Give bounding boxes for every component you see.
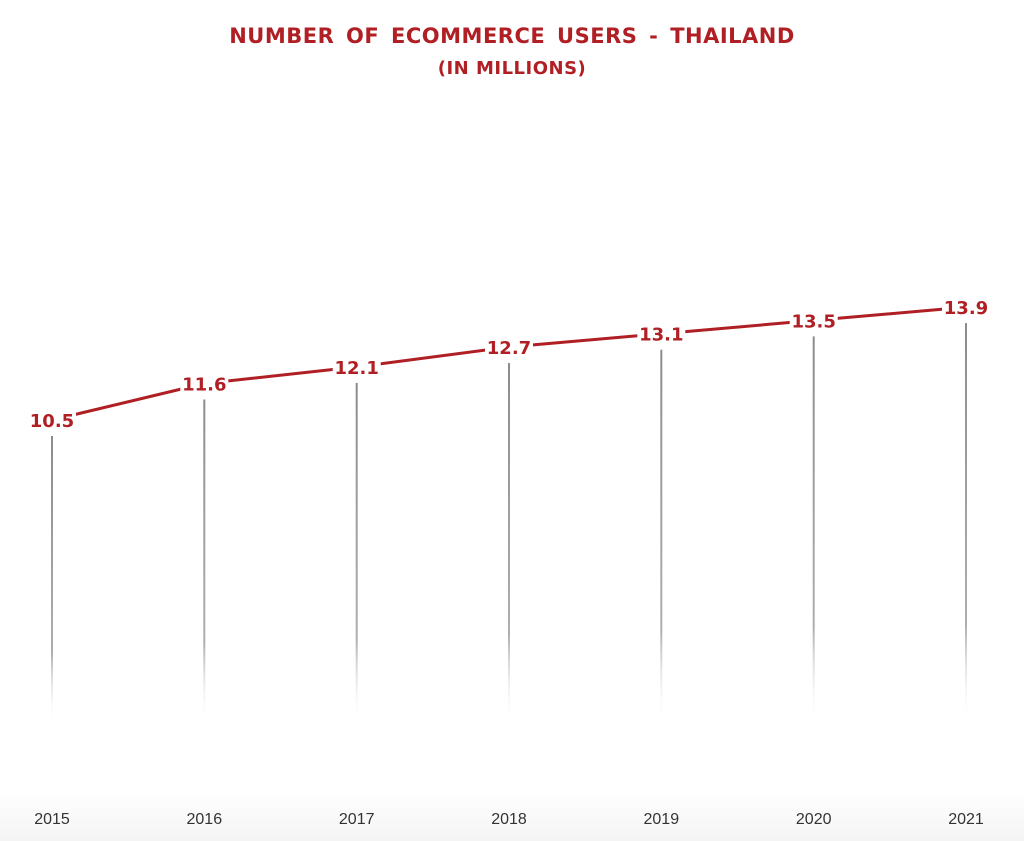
chart-subtitle: (IN MILLIONS): [437, 58, 587, 79]
drop-lines: [51, 323, 967, 725]
data-label-background: [180, 371, 229, 396]
drop-line: [812, 336, 815, 725]
drop-line: [355, 382, 358, 725]
drop-line: [965, 323, 967, 725]
x-tick-label: 2021: [948, 811, 984, 828]
data-label: 10.5: [30, 411, 74, 432]
drop-line: [51, 436, 53, 725]
data-label: 13.5: [791, 311, 835, 332]
data-label: 12.7: [487, 338, 531, 359]
x-tick-label: 2017: [339, 811, 375, 828]
bottom-shade: [0, 790, 1024, 841]
data-label-background: [789, 308, 838, 333]
x-tick-label: 2016: [187, 811, 223, 828]
data-label-background: [637, 321, 686, 346]
data-label-background: [485, 335, 533, 359]
drop-line: [203, 399, 206, 725]
x-tick-label: 2020: [796, 811, 832, 828]
drop-line: [660, 349, 663, 725]
data-label-background: [942, 295, 990, 320]
x-tick-label: 2018: [491, 811, 527, 828]
drop-line: [508, 363, 510, 725]
data-label-background: [28, 408, 76, 432]
data-labels: 10.5 11.6 12.1 12.7 13.1 13.5 13.9: [28, 295, 990, 432]
data-label: 12.1: [334, 358, 378, 379]
data-label: 13.9: [944, 298, 988, 319]
x-axis-tick-labels: 2015 2016 2017 2018 2019 2020 2021: [34, 811, 984, 828]
data-label: 13.1: [639, 325, 683, 346]
chart-title: NUMBER OF ECOMMERCE USERS - THAILAND: [229, 24, 795, 48]
x-tick-label: 2019: [644, 811, 680, 828]
data-label: 11.6: [182, 375, 226, 396]
x-tick-label: 2015: [34, 811, 70, 828]
data-label-background: [332, 354, 381, 379]
